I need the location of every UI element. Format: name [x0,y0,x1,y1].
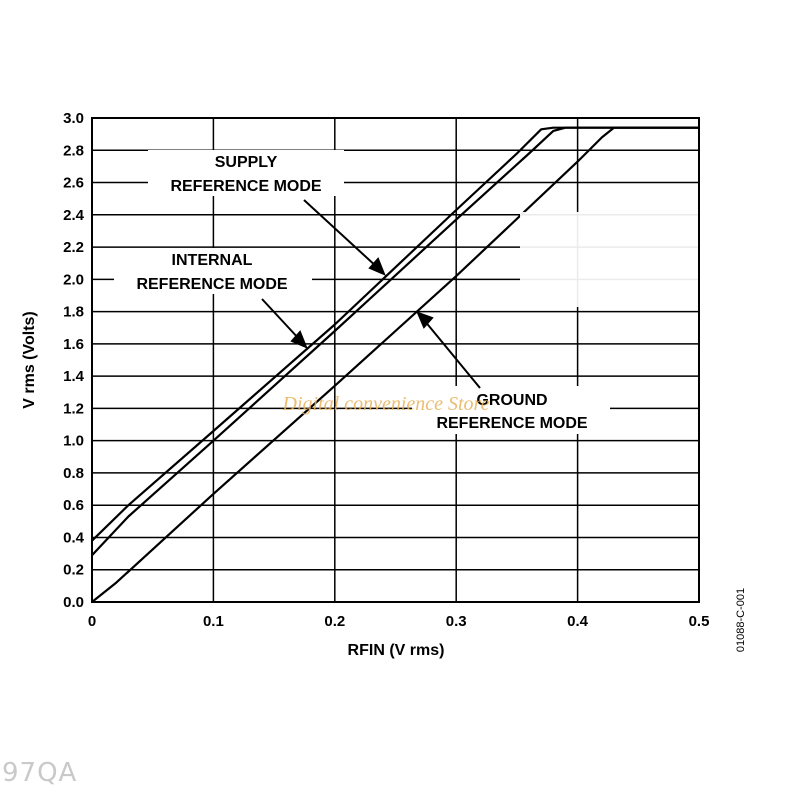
arrow-supply [303,199,379,269]
y-tick-label: 1.6 [63,336,84,353]
y-tick-label: 0.4 [63,529,85,546]
y-tick-label: 2.4 [63,207,85,224]
series-line-ground-reference-mode [91,126,699,603]
x-axis-label: RFIN (V rms) [348,642,445,659]
x-tick-label: 0.5 [689,613,710,630]
watermark-text: Digital convenience Store [282,393,490,415]
annotation-ground-line1: GROUND [476,392,547,409]
y-tick-label: 0.2 [63,562,84,579]
series-line-internal-reference-mode [91,126,699,556]
x-tick-label: 0.3 [446,613,467,630]
y-tick-label: 2.6 [63,175,84,192]
y-tick-label: 1.2 [63,400,84,417]
x-tick-label: 0.4 [567,613,589,630]
annotation-ground-line2: REFERENCE MODE [436,415,587,432]
y-tick-label: 0.8 [63,465,84,482]
annotation-supply-line2: REFERENCE MODE [170,178,321,195]
y-tick-label: 2.0 [63,271,84,288]
annotation-internal-line1: INTERNAL [172,252,253,269]
annotation-supply-line1: SUPPLY [215,154,278,171]
y-tick-label: 2.2 [63,239,84,256]
y-axis-label: V rms (Volts) [21,311,38,409]
arrow-ground-head [416,311,434,329]
y-tick-label: 1.4 [63,368,85,385]
figure-id: 01088-C-001 [735,588,747,652]
y-tick-label: 1.0 [63,433,84,450]
x-tick-label: 0.1 [203,613,224,630]
annotation-internal-line2: REFERENCE MODE [136,276,287,293]
series-lines [91,126,699,603]
smudge-area [520,212,698,307]
arrow-supply-head [368,257,386,276]
arrow-internal [261,298,301,341]
x-tick-label: 0.2 [324,613,345,630]
y-tick-label: 3.0 [63,110,84,127]
grid [91,117,700,603]
y-tick-label: 2.8 [63,142,84,159]
arrow-internal-head [290,330,308,349]
arrow-ground [423,319,481,389]
y-tick-label: 0.0 [63,594,84,611]
tick-labels: 0.0 0.2 0.4 0.6 0.8 1.0 1.2 1.4 1.6 1.8 2.0 2.2 2.4 2… [63,110,709,630]
bottom-watermark: 97QA [2,758,78,788]
x-tick-label: 0 [88,613,96,630]
y-tick-label: 0.6 [63,497,84,514]
annotation-arrows [261,199,481,389]
series-line-supply-reference-mode [91,126,699,542]
y-tick-label: 1.8 [63,304,84,321]
